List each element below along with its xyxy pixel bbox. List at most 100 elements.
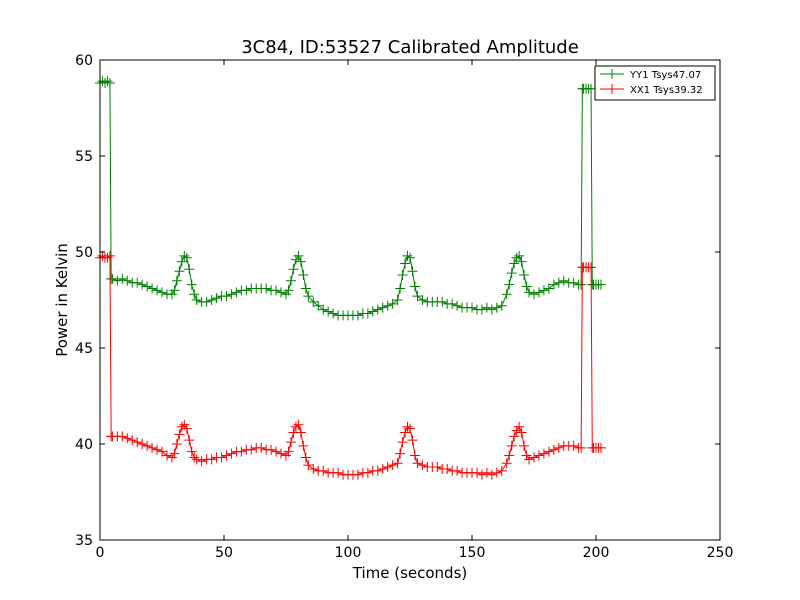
data-point (152, 444, 163, 455)
data-point (256, 442, 267, 453)
data-point (137, 439, 148, 449)
series-1 (95, 76, 606, 321)
data-point (189, 289, 200, 300)
x-axis-label: Time (seconds) (352, 564, 468, 582)
data-point (509, 258, 520, 269)
data-point (524, 287, 535, 298)
data-point (174, 429, 185, 440)
data-point (496, 300, 507, 311)
y-tick-label: 35 (75, 533, 93, 549)
data-point (261, 283, 272, 294)
data-point (142, 281, 153, 292)
data-point (231, 287, 242, 298)
data-point (467, 302, 477, 313)
x-axis: 0 50 100 150 200 250 (96, 60, 734, 561)
data-point (417, 295, 428, 305)
data-point (328, 308, 339, 319)
data-point (481, 467, 492, 478)
data-point (576, 279, 587, 290)
data-point (171, 275, 182, 286)
data-point (402, 250, 413, 261)
x-tick-label: 0 (96, 545, 105, 561)
data-point (211, 293, 222, 304)
data-point (323, 306, 334, 317)
data-point (122, 275, 133, 286)
y-axis-label: Power in Kelvin (53, 243, 71, 357)
data-point (367, 306, 378, 317)
data-point (553, 277, 564, 288)
data-point (181, 423, 192, 434)
data-point (481, 302, 492, 313)
data-point (407, 435, 418, 446)
y-tick-label: 40 (75, 437, 93, 453)
data-point (447, 298, 458, 309)
data-point (179, 419, 190, 430)
data-point (333, 467, 344, 478)
data-point (266, 444, 277, 455)
data-point (216, 452, 227, 463)
data-point (412, 458, 423, 469)
data-point (586, 262, 597, 273)
data-point (529, 289, 539, 300)
y-tick-label: 55 (75, 149, 93, 165)
data-point (293, 419, 304, 430)
data-point (509, 431, 520, 442)
data-point (186, 279, 197, 290)
data-point (157, 446, 167, 457)
legend-label: XX1 Tsys39.32 (630, 85, 703, 96)
data-point (283, 446, 294, 457)
data-point (521, 450, 532, 461)
data-point (271, 446, 282, 457)
y-axis: 35 40 45 50 55 60 (75, 53, 720, 549)
data-point (271, 285, 282, 296)
data-point (132, 277, 143, 288)
x-tick-label: 50 (215, 545, 233, 561)
data-point (548, 279, 559, 290)
x-tick-label: 100 (335, 545, 362, 561)
data-point (486, 304, 497, 315)
data-point (486, 469, 497, 480)
data-point (137, 279, 148, 290)
data-point (501, 289, 512, 300)
data-point (290, 421, 301, 432)
data-point (511, 425, 522, 436)
plot-frame (99, 59, 721, 541)
data-point (400, 427, 411, 438)
data-point (104, 78, 115, 89)
x-tick-label: 250 (707, 545, 734, 561)
data-point (221, 450, 232, 461)
data-point (524, 454, 535, 465)
data-point (506, 440, 517, 451)
data-point (226, 448, 237, 459)
data-point (166, 452, 177, 463)
data-point (501, 458, 512, 469)
data-point (276, 448, 287, 459)
data-point (117, 431, 128, 442)
data-point (514, 250, 525, 261)
data-point (236, 446, 247, 457)
data-point (295, 256, 306, 267)
data-point (372, 304, 383, 315)
data-point (452, 300, 463, 311)
data-point (117, 273, 128, 284)
data-point (169, 448, 180, 459)
data-point (290, 254, 301, 265)
data-point (442, 463, 453, 474)
data-point (295, 427, 306, 438)
data-point (504, 279, 515, 290)
plot-series (95, 76, 606, 480)
data-point (298, 440, 309, 451)
data-point (285, 275, 296, 286)
data-point (112, 275, 123, 286)
data-point (127, 435, 138, 446)
data-point (308, 296, 319, 307)
data-point (186, 446, 197, 457)
data-point (417, 460, 428, 471)
data-point (529, 452, 539, 463)
legend-label: YY1 Tsys47.07 (629, 70, 701, 81)
data-point (142, 440, 153, 451)
data-point (288, 264, 299, 275)
data-point (387, 460, 398, 471)
data-point (395, 283, 406, 294)
